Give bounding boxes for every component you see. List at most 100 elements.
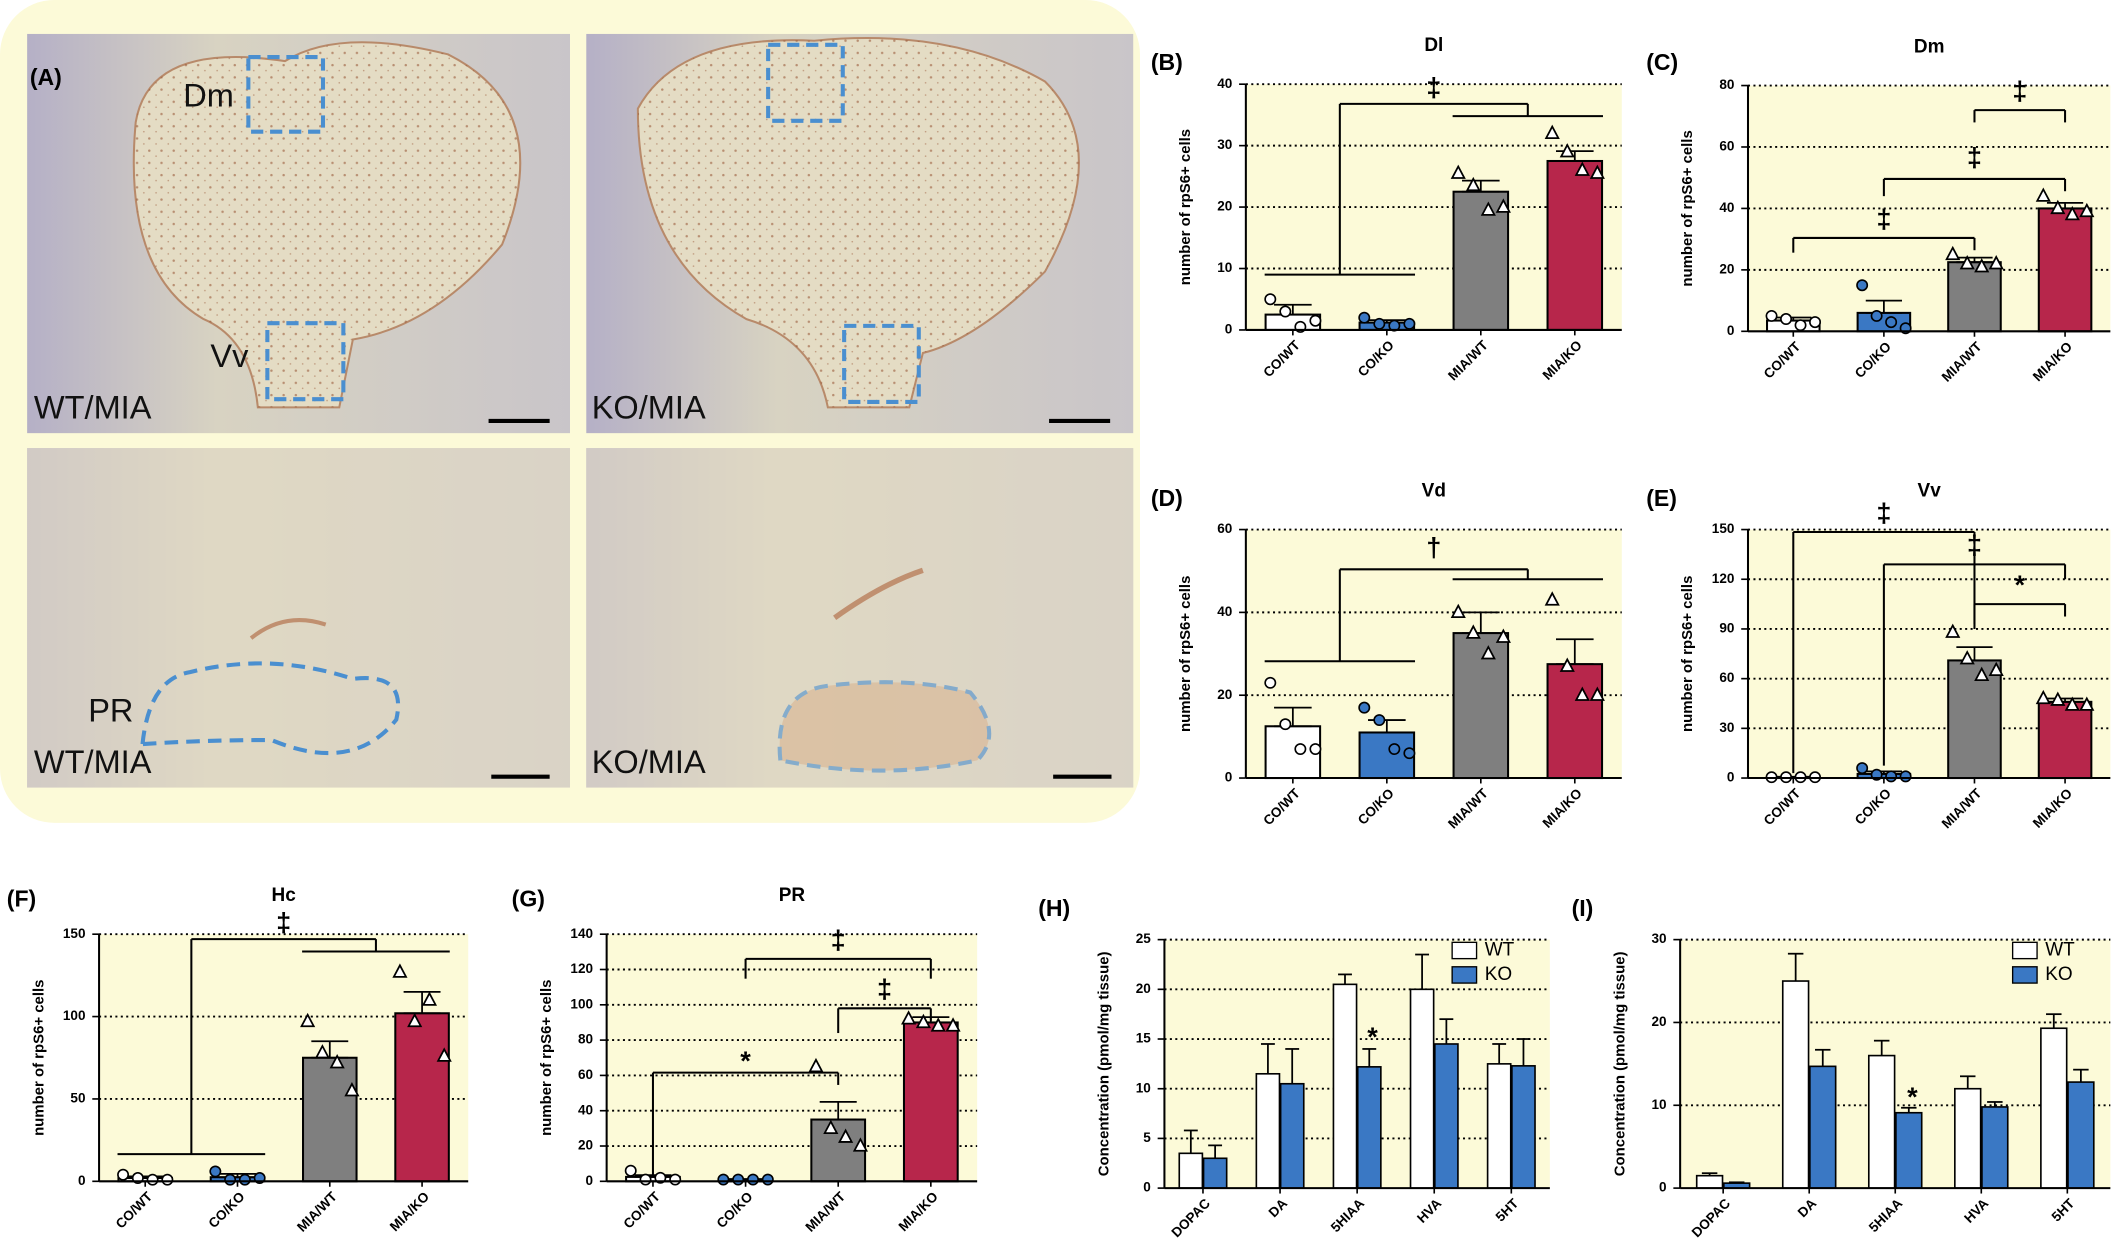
significance-marker: ‡ (831, 924, 846, 955)
tissue-structure (833, 567, 924, 621)
data-point (1403, 317, 1416, 330)
x-tick-label: CO/WT (1260, 785, 1303, 828)
x-tick-label: MIA/WT (803, 1188, 849, 1234)
data-point (1403, 747, 1416, 760)
y-tick-label: 140 (570, 926, 593, 941)
data-point (329, 1054, 345, 1069)
x-tick-label: MIA/WT (1445, 337, 1491, 383)
data-point (1589, 164, 1605, 179)
bar (2067, 1081, 2095, 1189)
data-point (1559, 657, 1575, 672)
region-label: PR (88, 692, 133, 728)
chart-panel: (B) Dl number of rpS6+ cells 0 10 20 30 40 CO/WT… (1151, 35, 1622, 383)
bar (1895, 1111, 1923, 1189)
legend-label: WT (1485, 939, 1515, 960)
significance-marker: * (2014, 569, 2025, 600)
bar (1781, 980, 1810, 1189)
significance-marker: ‡ (1967, 141, 1982, 172)
panel-label: (B) (1151, 49, 1183, 75)
y-tick-label: 10 (1651, 1097, 1666, 1112)
bar (1178, 1152, 1204, 1189)
data-point (1294, 743, 1307, 756)
data-point (1809, 316, 1822, 329)
y-tick-label: 0 (78, 1173, 86, 1188)
roi-outline (140, 661, 401, 756)
y-axis-label: number of rpS6+ cells (1177, 576, 1194, 732)
tissue (27, 448, 570, 788)
y-axis-label: Concentration (pmol/mg tissue) (1611, 951, 1628, 1176)
chart-panel: (I) Concentration (pmol/mg tissue) 0 10 20 30… (1572, 895, 2111, 1240)
bar (302, 1056, 358, 1183)
data-point (2064, 696, 2080, 711)
data-point (1480, 645, 1496, 660)
panel-label: (G) (512, 885, 545, 911)
chart-panel: (F) Hc number of rpS6+ cells 0 50 100 150 CO/WT… (7, 885, 469, 1235)
data-point (1279, 718, 1292, 731)
data-point (1589, 686, 1605, 701)
panel-label: (A) (30, 64, 62, 90)
chart-panel: (C) Dm number of rpS6+ cells 0 20 40 60 80 CO/WT… (1646, 37, 2111, 385)
y-tick-label: 40 (1217, 76, 1232, 91)
chart-title: Hc (271, 885, 296, 906)
y-tick-label: 150 (63, 926, 86, 941)
x-tick-label: DOPAC (1689, 1196, 1734, 1241)
data-point (1264, 293, 1277, 306)
y-axis-label: number of rpS6+ cells (1679, 576, 1696, 732)
y-tick-label: 0 (586, 1173, 594, 1188)
bar (1279, 1082, 1305, 1189)
y-tick-label: 30 (1651, 931, 1666, 946)
data-point (1264, 676, 1277, 689)
bar (2037, 207, 2093, 333)
x-tick-label: HVA (1961, 1196, 1991, 1226)
y-tick-label: 25 (1136, 931, 1152, 946)
roi-box (265, 321, 346, 402)
data-point (639, 1173, 652, 1186)
x-tick-label: CO/WT (1260, 337, 1303, 380)
condition-label: KO/MIA (592, 390, 706, 426)
data-point (1465, 176, 1481, 192)
y-tick-label: 0 (1225, 770, 1233, 785)
bar (1809, 1065, 1837, 1189)
bar (1546, 663, 1604, 780)
chart-panel: (G) PR number of rpS6+ cells 0 20 40 60 80 100 12… (512, 885, 978, 1235)
panel-label: (C) (1646, 49, 1678, 75)
data-point (344, 1082, 360, 1097)
significance-marker: † (1426, 532, 1441, 563)
y-tick-label: 30 (1719, 720, 1734, 735)
y-tick-label: 100 (63, 1008, 86, 1023)
chart-title: Dl (1424, 35, 1443, 56)
y-tick-label: 100 (570, 996, 593, 1011)
data-point (1279, 305, 1292, 318)
y-tick-label: 120 (570, 961, 593, 976)
bar (1947, 659, 2002, 780)
data-point (1870, 309, 1883, 322)
panel-label: (I) (1572, 895, 1594, 921)
data-point (624, 1164, 637, 1177)
data-point (2079, 696, 2095, 711)
data-point (2050, 691, 2066, 706)
legend-swatch (2011, 966, 2038, 984)
data-point (852, 1137, 869, 1152)
y-tick-label: 20 (1217, 687, 1232, 702)
significance-marker: * (740, 1045, 751, 1076)
bar (1546, 159, 1604, 331)
y-axis-label: number of rpS6+ cells (1679, 130, 1696, 286)
data-point (747, 1173, 759, 1186)
data-point (1358, 701, 1371, 714)
y-tick-label: 30 (1217, 137, 1232, 152)
data-point (1373, 714, 1386, 727)
data-point (669, 1173, 682, 1186)
x-tick-label: DOPAC (1169, 1196, 1214, 1241)
data-point (117, 1168, 130, 1181)
panel-label: (H) (1038, 895, 1070, 921)
data-point (823, 1119, 839, 1134)
x-tick-label: MIA/WT (1939, 785, 1985, 831)
significance-marker: ‡ (1967, 529, 1982, 560)
data-point (1885, 770, 1898, 783)
data-point (901, 1010, 917, 1025)
x-tick-label: CO/KO (1355, 338, 1397, 380)
y-axis-label: number of rpS6+ cells (538, 980, 555, 1136)
data-point (2079, 202, 2095, 218)
significance-marker: ‡ (877, 973, 892, 1004)
legend-swatch (1451, 966, 1478, 984)
